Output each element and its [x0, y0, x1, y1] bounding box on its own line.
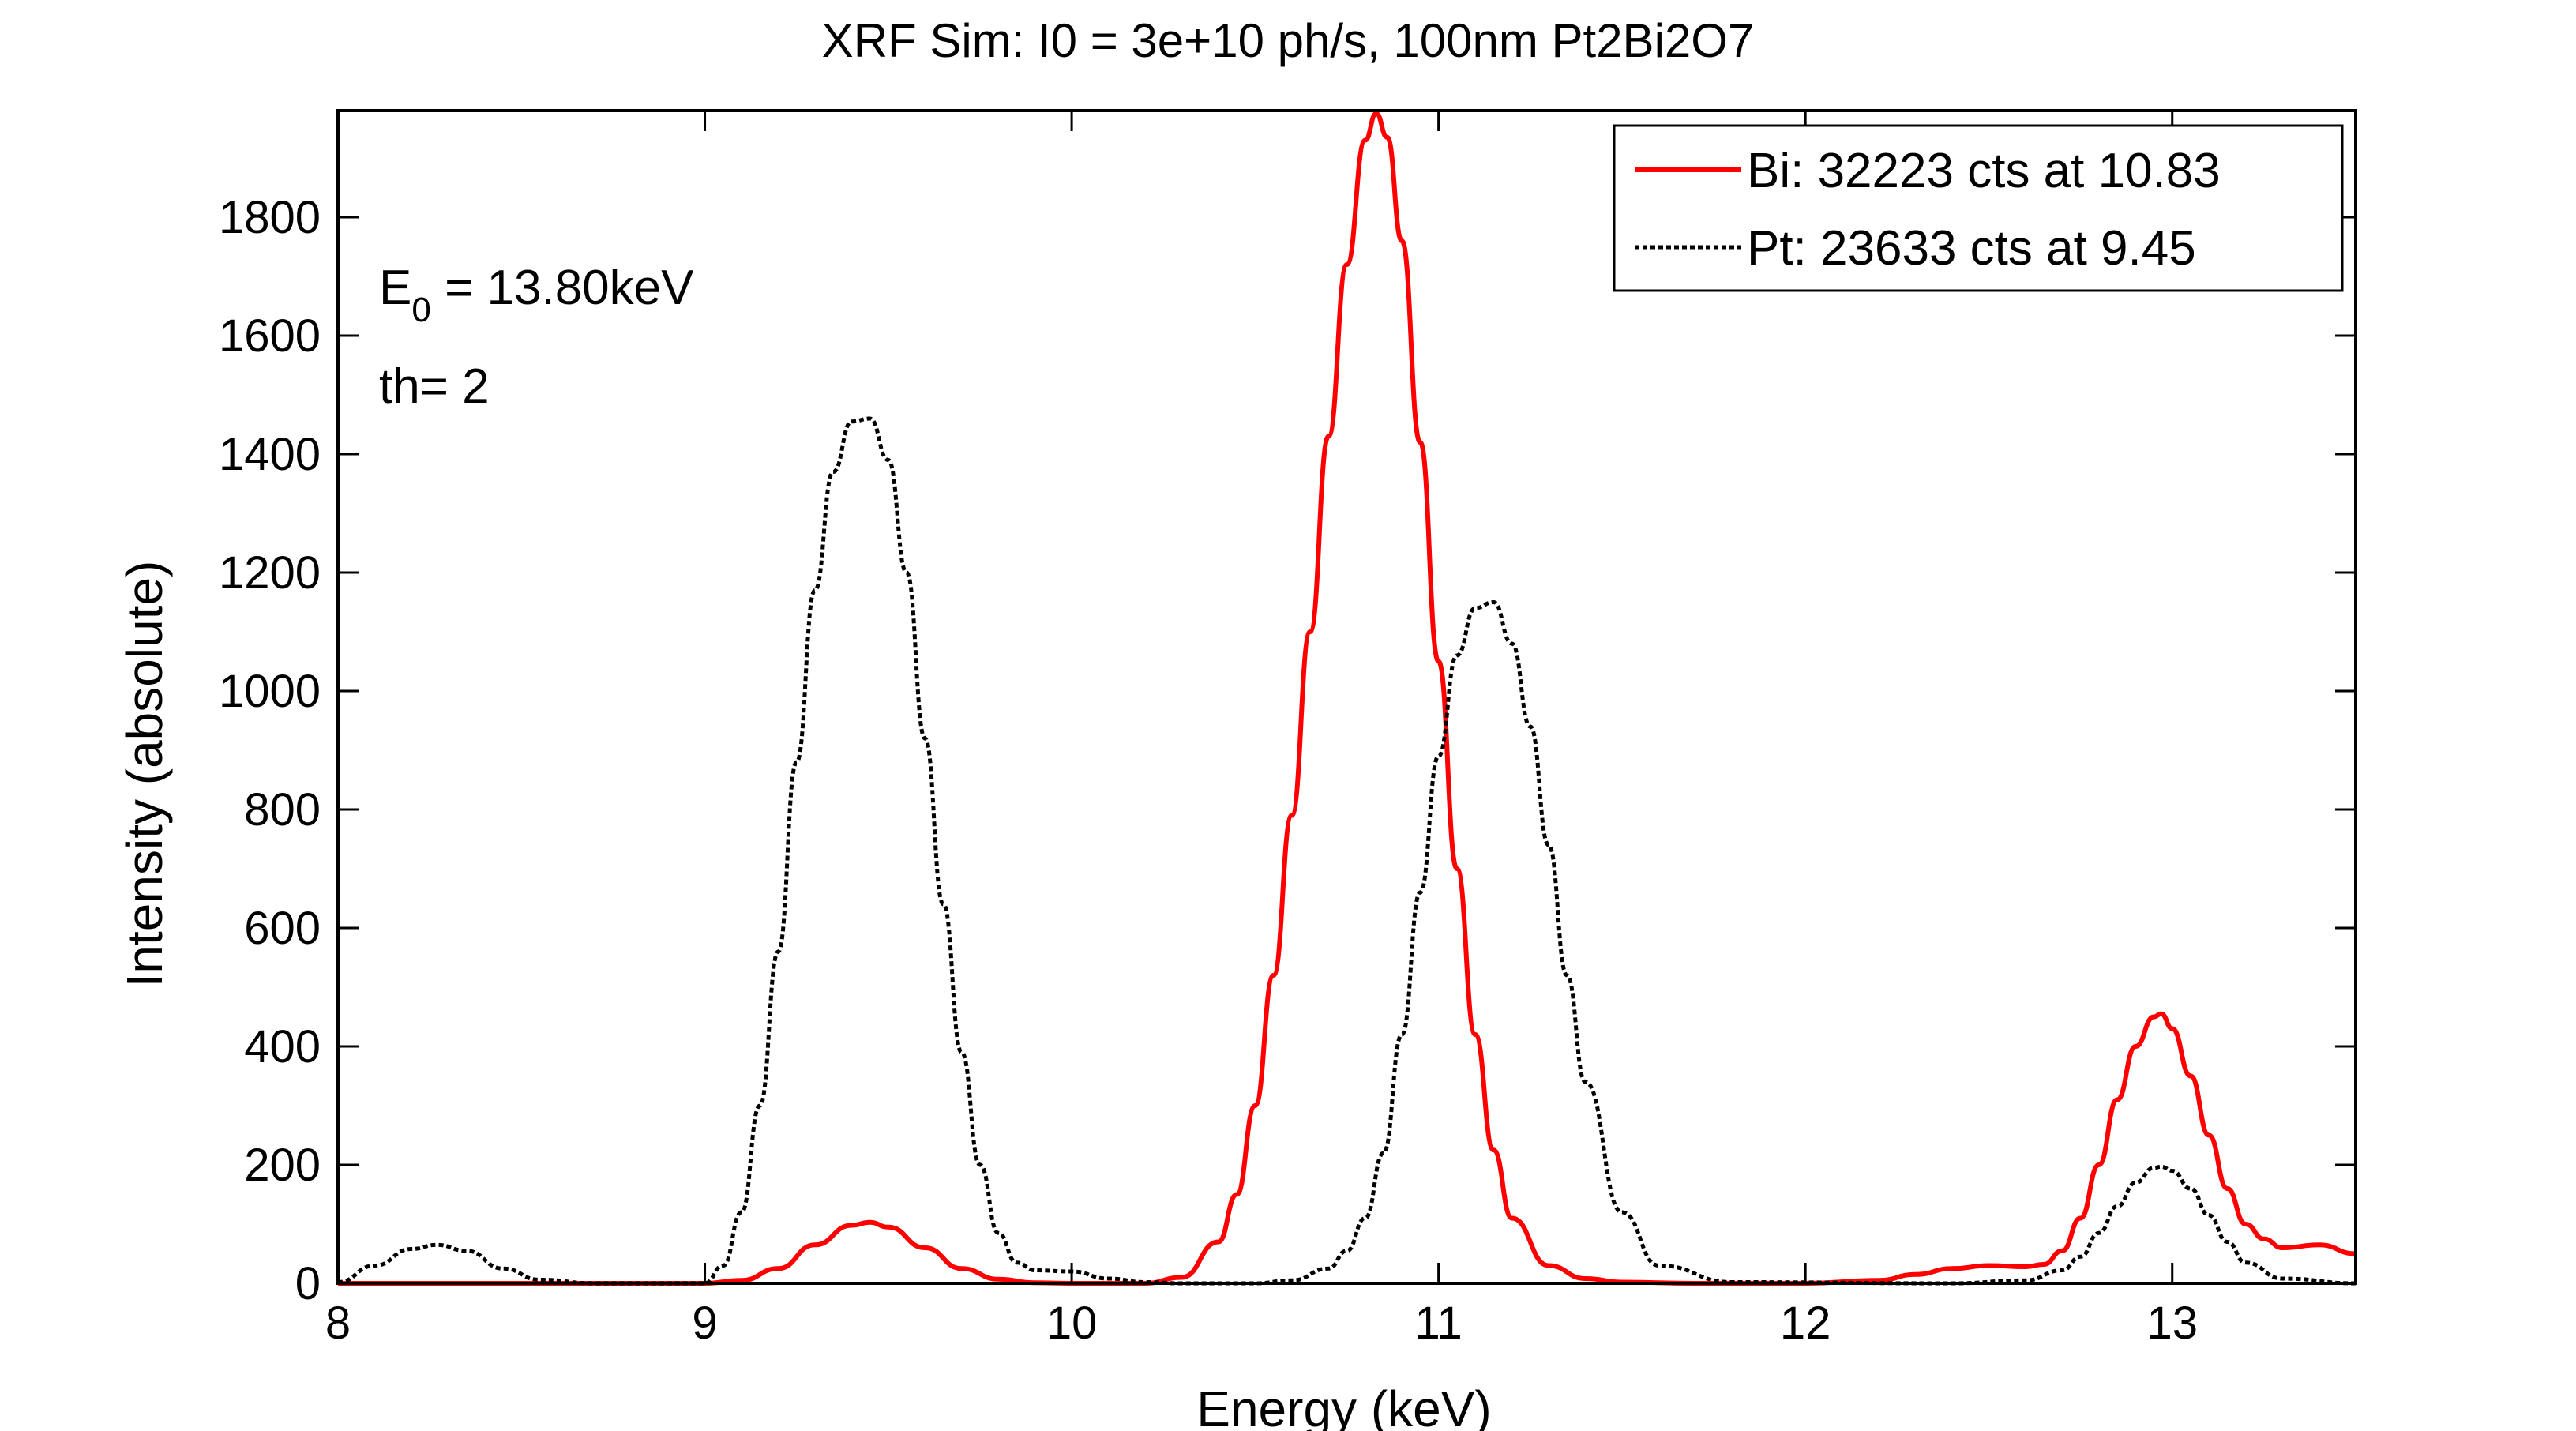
legend: Bi: 32223 cts at 10.83 Pt: 23633 cts at … [1613, 124, 2344, 292]
y-tick-label: 200 [244, 1140, 321, 1191]
y-tick-label: 1000 [219, 666, 321, 717]
chart-title: XRF Sim: I0 = 3e+10 ph/s, 100nm Pt2Bi2O7 [822, 14, 1755, 67]
e0-symbol: E [379, 261, 411, 315]
y-tick-label: 1200 [219, 547, 321, 599]
series-line-bi [338, 111, 2356, 1286]
y-tick-label: 1600 [219, 310, 321, 362]
x-tick-label: 8 [325, 1298, 351, 1349]
y-axis-title: Intensity (absolute) [116, 561, 173, 988]
y-tick-label: 600 [244, 903, 321, 954]
legend-box [1613, 124, 2344, 292]
x-tick-label: 13 [2146, 1298, 2198, 1349]
y-tick-label: 0 [295, 1258, 321, 1309]
x-axis-title: Energy (keV) [1196, 1380, 1491, 1431]
x-tick-label: 11 [1415, 1298, 1463, 1349]
plot-frame [336, 109, 2357, 1285]
series-line-pt [337, 416, 2356, 1286]
y-tick-label: 400 [244, 1021, 321, 1072]
e0-value: = 13.80keV [431, 261, 694, 315]
x-tick-label: 9 [692, 1298, 717, 1349]
plot-area [337, 111, 2356, 1286]
y-tick-label: 800 [244, 784, 321, 836]
svg-text:E0 = 13.80keV: E0 = 13.80keV [379, 261, 694, 329]
legend-label-bi: Bi: 32223 cts at 10.83 [1747, 144, 2221, 198]
y-axis: 0 200 400 600 800 1000 1200 1400 1600 1800 [219, 192, 2356, 1309]
x-tick-label: 10 [1046, 1298, 1098, 1349]
x-axis: 8 9 10 11 12 13 [325, 111, 2198, 1349]
legend-label-pt: Pt: 23633 cts at 9.45 [1747, 221, 2196, 276]
y-tick-label: 1800 [219, 192, 321, 243]
annotation-e0: E0 = 13.80keV [379, 261, 694, 329]
y-tick-label: 1400 [219, 429, 321, 480]
x-tick-label: 12 [1780, 1298, 1831, 1349]
annotation-threshold: th= 2 [379, 359, 490, 414]
e0-subscript: 0 [411, 291, 430, 329]
